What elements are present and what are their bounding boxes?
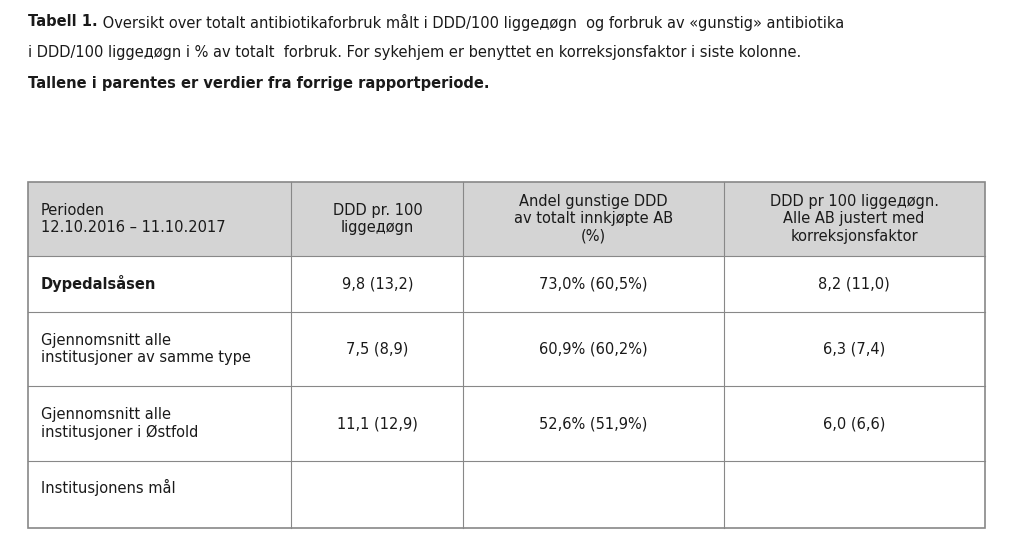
Text: 60,9% (60,2%): 60,9% (60,2%) <box>539 341 648 357</box>
Bar <box>28 461 292 514</box>
Text: 7,5 (8,9): 7,5 (8,9) <box>346 341 408 357</box>
Text: i DDD/100 liggедøgn i % av totalt  forbruk. For sykehjem er benyttet en korreksj: i DDD/100 liggедøgn i % av totalt forbru… <box>28 45 801 60</box>
Text: 73,0% (60,5%): 73,0% (60,5%) <box>539 276 647 292</box>
Text: Institusjonens mål: Institusjonens mål <box>41 479 175 496</box>
Text: Gjennomsnitt alle
institusjoner av samme type: Gjennomsnitt alle institusjoner av samme… <box>41 333 250 365</box>
Text: 6,0 (6,6): 6,0 (6,6) <box>823 416 885 431</box>
Text: DDD pr 100 liggедøgn.
Alle AB justert med
korreksjonsfaktor: DDD pr 100 liggедøgn. Alle AB justert me… <box>770 194 939 244</box>
Bar <box>28 182 985 528</box>
Text: Andel gunstige DDD
av totalt innkjøpte AB
(%): Andel gunstige DDD av totalt innkjøpte A… <box>514 194 673 244</box>
Bar <box>723 256 985 312</box>
Bar <box>723 461 985 514</box>
Text: 9,8 (13,2): 9,8 (13,2) <box>341 276 413 292</box>
Text: Perioden
12.10.2016 – 11.10.2017: Perioden 12.10.2016 – 11.10.2017 <box>41 203 225 235</box>
Text: 6,3 (7,4): 6,3 (7,4) <box>823 341 885 357</box>
Bar <box>292 312 464 386</box>
Bar <box>28 386 292 461</box>
Bar <box>292 256 464 312</box>
Bar <box>723 386 985 461</box>
Text: 11,1 (12,9): 11,1 (12,9) <box>337 416 417 431</box>
Text: 8,2 (11,0): 8,2 (11,0) <box>819 276 890 292</box>
Bar <box>723 312 985 386</box>
Bar <box>464 386 723 461</box>
Bar <box>464 256 723 312</box>
Bar <box>292 386 464 461</box>
Text: Tabell 1.: Tabell 1. <box>28 14 98 29</box>
Text: DDD pr. 100
liggедøgn: DDD pr. 100 liggедøgn <box>332 203 422 235</box>
Bar <box>464 182 723 256</box>
Bar <box>464 312 723 386</box>
Text: 52,6% (51,9%): 52,6% (51,9%) <box>539 416 647 431</box>
Text: Gjennomsnitt alle
institusjoner i Østfold: Gjennomsnitt alle institusjoner i Østfol… <box>41 407 198 440</box>
Text: Oversikt over totalt antibiotikaforbruk målt i DDD/100 liggедøgn  og forbruk av : Oversikt over totalt antibiotikaforbruk … <box>98 14 844 30</box>
Bar <box>464 461 723 514</box>
Bar <box>292 182 464 256</box>
Bar <box>28 256 292 312</box>
Text: Tallene i parentes er verdier fra forrige rapportperiode.: Tallene i parentes er verdier fra forrig… <box>28 76 490 92</box>
Text: Dypedalsåsen: Dypedalsåsen <box>41 275 156 292</box>
Bar <box>292 461 464 514</box>
Bar <box>28 312 292 386</box>
Bar <box>28 182 292 256</box>
Bar <box>723 182 985 256</box>
